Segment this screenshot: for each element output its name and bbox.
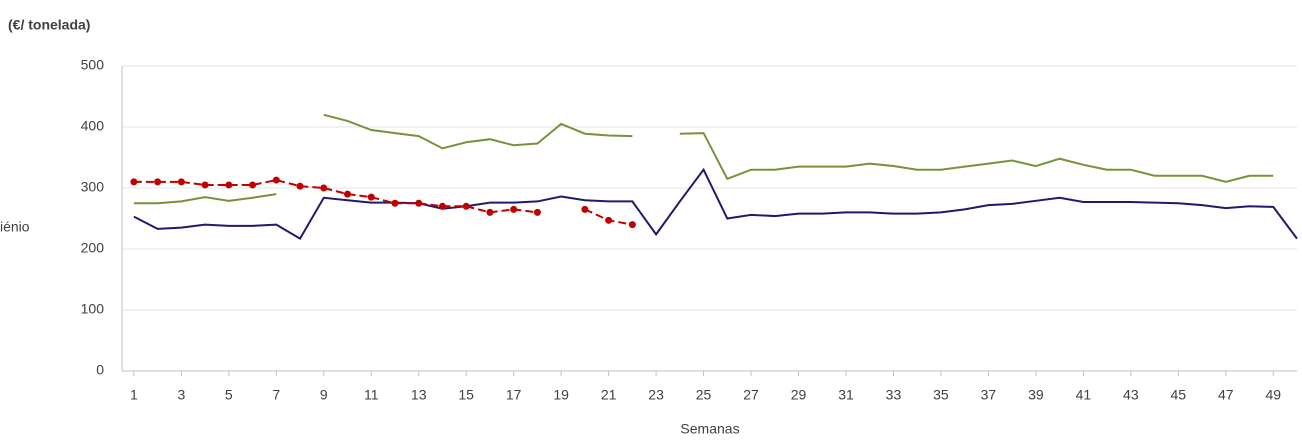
data-point <box>344 190 352 198</box>
data-point <box>533 208 541 216</box>
data-point <box>462 202 470 210</box>
x-tick-label: 43 <box>1123 387 1139 403</box>
x-tick-label: 35 <box>933 387 949 403</box>
x-tick-label: 41 <box>1076 387 1092 403</box>
x-tick-label: 31 <box>838 387 854 403</box>
x-tick-label: 11 <box>364 387 379 403</box>
data-point <box>367 193 375 201</box>
y-tick-label: 100 <box>81 301 105 317</box>
data-point <box>272 176 280 184</box>
x-tick-label: 19 <box>553 387 569 403</box>
data-point <box>628 221 636 229</box>
x-axis-label: Semanas <box>680 421 739 437</box>
y-tick-label: 400 <box>81 118 105 134</box>
x-tick-label: 27 <box>743 387 759 403</box>
x-tick-label: 45 <box>1171 387 1187 403</box>
data-point <box>130 178 138 186</box>
x-tick-label: 25 <box>696 387 712 403</box>
x-tick-label: 37 <box>981 387 997 403</box>
series-line <box>133 167 1298 241</box>
x-tick-label: 17 <box>506 387 522 403</box>
data-point <box>177 178 185 186</box>
data-point <box>201 181 209 189</box>
y-tick-label: 0 <box>96 362 104 378</box>
data-point <box>225 181 233 189</box>
x-tick-label: 3 <box>177 387 185 403</box>
data-point <box>438 202 446 210</box>
data-point <box>320 184 328 192</box>
x-tick-label: 7 <box>272 387 280 403</box>
x-tick-label: 49 <box>1265 387 1281 403</box>
series-line <box>133 113 1274 205</box>
data-point <box>154 178 162 186</box>
y-tick-label: 500 <box>81 57 105 73</box>
x-tick-label: 21 <box>601 387 617 403</box>
x-tick-label: 1 <box>130 387 138 403</box>
x-tick-label: 23 <box>648 387 664 403</box>
data-point <box>581 205 589 213</box>
data-point <box>605 216 613 224</box>
x-tick-label: 29 <box>791 387 807 403</box>
data-point <box>296 182 304 190</box>
x-tick-label: 33 <box>886 387 902 403</box>
x-tick-label: 47 <box>1218 387 1234 403</box>
data-point <box>391 199 399 207</box>
y-tick-label: 200 <box>81 240 105 256</box>
data-point <box>486 208 494 216</box>
x-tick-label: 39 <box>1028 387 1044 403</box>
x-tick-label: 15 <box>458 387 474 403</box>
y-axis-label: iénio <box>0 219 30 235</box>
x-tick-label: 5 <box>225 387 233 403</box>
data-point <box>415 199 423 207</box>
chart-title: (€/ tonelada) <box>8 17 90 33</box>
x-tick-label: 9 <box>320 387 328 403</box>
y-tick-label: 300 <box>81 179 105 195</box>
data-point <box>510 205 518 213</box>
x-tick-label: 13 <box>411 387 427 403</box>
data-point <box>249 181 257 189</box>
